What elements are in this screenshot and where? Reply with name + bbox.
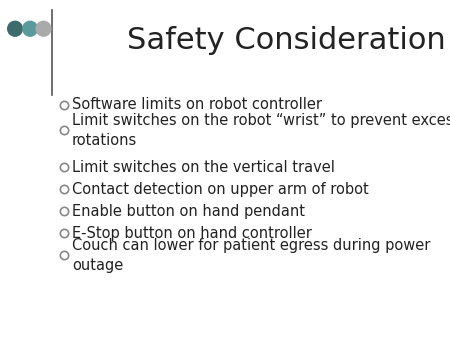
Text: Limit switches on the vertical travel: Limit switches on the vertical travel [72, 160, 335, 175]
Circle shape [23, 21, 37, 36]
Text: Safety Consideration: Safety Consideration [127, 26, 446, 55]
Circle shape [36, 21, 51, 36]
Text: Limit switches on the robot “wrist” to prevent excess
rotations: Limit switches on the robot “wrist” to p… [72, 113, 450, 147]
Circle shape [8, 21, 22, 36]
Text: E-Stop button on hand controller: E-Stop button on hand controller [72, 226, 312, 241]
Text: Couch can lower for patient egress during power
outage: Couch can lower for patient egress durin… [72, 238, 430, 272]
Text: Contact detection on upper arm of robot: Contact detection on upper arm of robot [72, 182, 369, 197]
Text: Software limits on robot controller: Software limits on robot controller [72, 97, 322, 112]
Text: Enable button on hand pendant: Enable button on hand pendant [72, 204, 305, 219]
